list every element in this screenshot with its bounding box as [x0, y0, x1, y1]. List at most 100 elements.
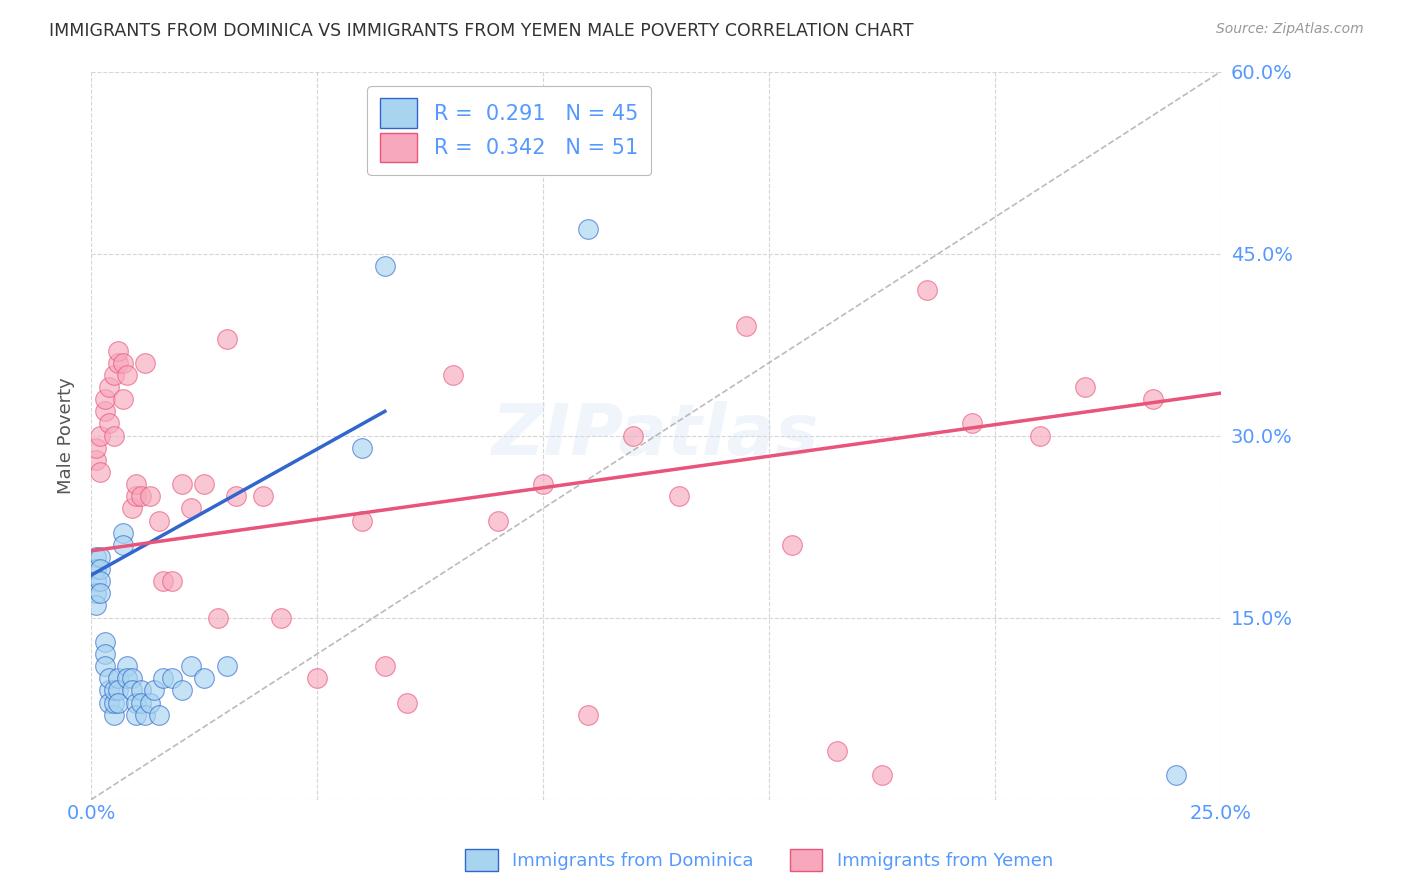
- Point: [143, 683, 166, 698]
- Point: [111, 392, 134, 407]
- Point: [576, 222, 599, 236]
- Point: [486, 514, 509, 528]
- Point: [117, 659, 139, 673]
- Point: [117, 368, 139, 382]
- Point: [270, 610, 292, 624]
- Point: [98, 683, 121, 698]
- Point: [139, 489, 162, 503]
- Point: [180, 501, 202, 516]
- Point: [193, 671, 215, 685]
- Point: [129, 683, 152, 698]
- Point: [84, 562, 107, 576]
- Point: [89, 465, 111, 479]
- Point: [962, 417, 984, 431]
- Point: [1029, 428, 1052, 442]
- Point: [84, 574, 107, 589]
- Point: [576, 707, 599, 722]
- Point: [252, 489, 274, 503]
- Point: [89, 586, 111, 600]
- Point: [125, 477, 148, 491]
- Point: [215, 332, 238, 346]
- Point: [107, 683, 129, 698]
- Point: [623, 428, 645, 442]
- Y-axis label: Male Poverty: Male Poverty: [58, 377, 75, 494]
- Point: [215, 659, 238, 673]
- Point: [148, 514, 170, 528]
- Point: [125, 707, 148, 722]
- Point: [780, 538, 803, 552]
- Point: [93, 404, 115, 418]
- Point: [170, 683, 193, 698]
- Point: [98, 671, 121, 685]
- Point: [84, 599, 107, 613]
- Point: [735, 319, 758, 334]
- Point: [121, 501, 143, 516]
- Point: [162, 574, 184, 589]
- Text: ZIPatlas: ZIPatlas: [492, 401, 820, 470]
- Point: [152, 671, 174, 685]
- Point: [170, 477, 193, 491]
- Point: [103, 428, 125, 442]
- Point: [98, 380, 121, 394]
- Point: [207, 610, 229, 624]
- Point: [1164, 768, 1187, 782]
- Point: [441, 368, 464, 382]
- Point: [134, 356, 156, 370]
- Point: [225, 489, 247, 503]
- Point: [125, 696, 148, 710]
- Point: [139, 696, 162, 710]
- Point: [103, 683, 125, 698]
- Point: [129, 696, 152, 710]
- Legend: R =  0.291   N = 45, R =  0.342   N = 51: R = 0.291 N = 45, R = 0.342 N = 51: [367, 86, 651, 175]
- Point: [89, 549, 111, 564]
- Point: [84, 441, 107, 455]
- Point: [107, 696, 129, 710]
- Point: [352, 441, 374, 455]
- Point: [111, 538, 134, 552]
- Point: [93, 659, 115, 673]
- Point: [98, 696, 121, 710]
- Point: [98, 417, 121, 431]
- Point: [121, 683, 143, 698]
- Point: [103, 707, 125, 722]
- Point: [107, 343, 129, 358]
- Point: [93, 647, 115, 661]
- Point: [121, 671, 143, 685]
- Point: [915, 283, 938, 297]
- Point: [89, 574, 111, 589]
- Point: [89, 562, 111, 576]
- Point: [870, 768, 893, 782]
- Point: [180, 659, 202, 673]
- Point: [111, 356, 134, 370]
- Point: [352, 514, 374, 528]
- Point: [103, 696, 125, 710]
- Point: [84, 586, 107, 600]
- Text: IMMIGRANTS FROM DOMINICA VS IMMIGRANTS FROM YEMEN MALE POVERTY CORRELATION CHART: IMMIGRANTS FROM DOMINICA VS IMMIGRANTS F…: [49, 22, 914, 40]
- Point: [152, 574, 174, 589]
- Point: [374, 659, 396, 673]
- Point: [84, 549, 107, 564]
- Point: [193, 477, 215, 491]
- Point: [162, 671, 184, 685]
- Point: [134, 707, 156, 722]
- Point: [93, 392, 115, 407]
- Point: [531, 477, 554, 491]
- Point: [117, 671, 139, 685]
- Point: [1074, 380, 1097, 394]
- Point: [111, 525, 134, 540]
- Point: [84, 453, 107, 467]
- Point: [396, 696, 419, 710]
- Point: [129, 489, 152, 503]
- Point: [307, 671, 329, 685]
- Point: [89, 428, 111, 442]
- Point: [107, 671, 129, 685]
- Point: [93, 635, 115, 649]
- Point: [668, 489, 690, 503]
- Text: Source: ZipAtlas.com: Source: ZipAtlas.com: [1216, 22, 1364, 37]
- Point: [374, 259, 396, 273]
- Point: [103, 368, 125, 382]
- Legend: Immigrants from Dominica, Immigrants from Yemen: Immigrants from Dominica, Immigrants fro…: [458, 842, 1060, 879]
- Point: [125, 489, 148, 503]
- Point: [825, 744, 848, 758]
- Point: [107, 356, 129, 370]
